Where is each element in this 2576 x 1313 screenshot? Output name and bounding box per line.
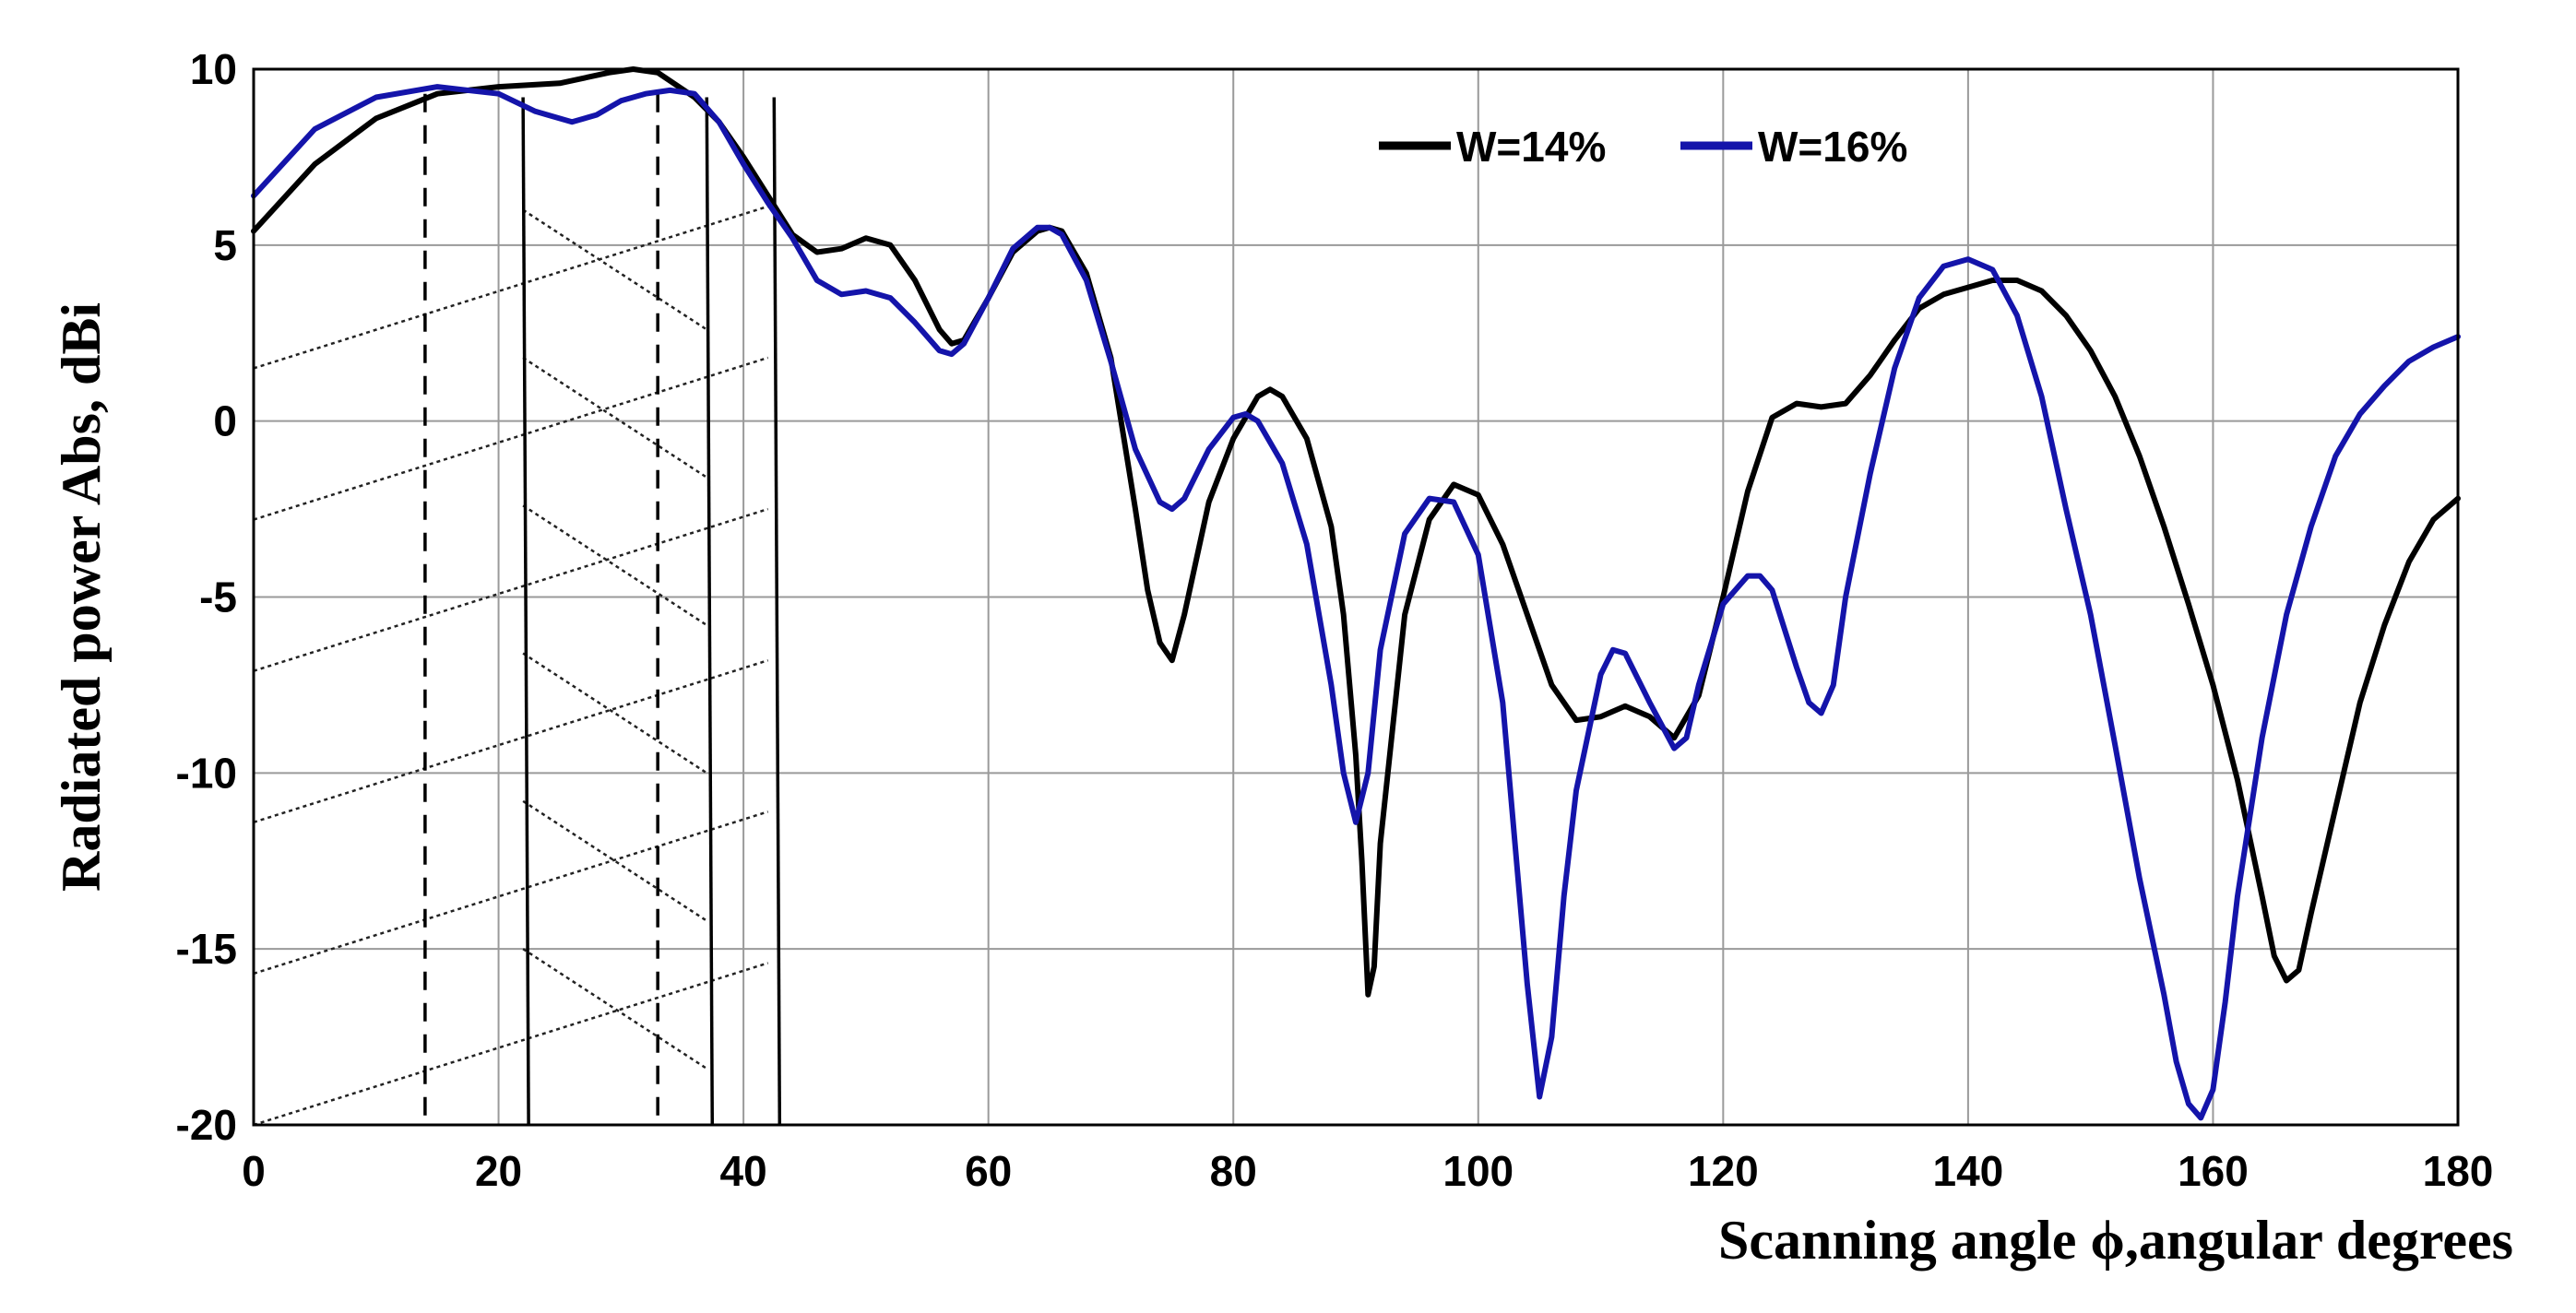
y-tick-label: 5 [213, 221, 237, 269]
y-tick-label: 10 [190, 45, 237, 93]
x-tick-label: 80 [1210, 1147, 1257, 1195]
solid-marker-line [705, 97, 715, 1126]
x-tick-label: 140 [1933, 1147, 2004, 1195]
y-tick-label: -20 [176, 1101, 237, 1149]
plot-frame [252, 67, 2460, 1127]
hatch-line-up [253, 507, 769, 672]
y-tick-label: -10 [176, 749, 237, 797]
solid-marker-line [772, 97, 782, 1126]
y-tick-label: -5 [199, 574, 237, 621]
y-tick-label: 0 [213, 397, 237, 445]
series-line-W14 [251, 66, 2461, 998]
x-tick-label: 180 [2423, 1147, 2494, 1195]
x-axis-title: Scanning angle ϕ,angular degrees [1718, 1210, 2513, 1271]
legend-label: W=14% [1456, 123, 1606, 171]
hatch-line-up [253, 659, 769, 823]
x-tick-label: 120 [1688, 1147, 1759, 1195]
x-tick-label: 100 [1442, 1147, 1514, 1195]
y-axis-title: Radiated power Abs, dBi [51, 302, 112, 892]
series-lines [251, 66, 2461, 1121]
x-tick-label: 160 [2178, 1147, 2249, 1195]
solid-marker-line [521, 97, 530, 1126]
vertical-markers [423, 93, 782, 1126]
series-line-W16 [251, 84, 2461, 1121]
x-tick-labels: 0 20 40 60 80 100 120 140 160 180 [242, 1147, 2493, 1195]
x-tick-label: 20 [475, 1147, 522, 1195]
hatch-line-up [253, 810, 769, 976]
hatch-line-up [253, 205, 769, 370]
legend: W=14% W=16% [1379, 123, 1907, 171]
y-tick-label: -15 [176, 925, 237, 973]
x-tick-label: 40 [720, 1147, 767, 1195]
hatch-line-up [253, 356, 769, 521]
legend-label: W=16% [1758, 123, 1907, 171]
x-tick-label: 60 [965, 1147, 1012, 1195]
hatch-line-up [253, 962, 769, 1127]
y-tick-labels: 10 5 0 -5 -10 -15 -20 [176, 45, 237, 1149]
hatched-region [253, 205, 769, 1127]
x-tick-label: 0 [242, 1147, 266, 1195]
